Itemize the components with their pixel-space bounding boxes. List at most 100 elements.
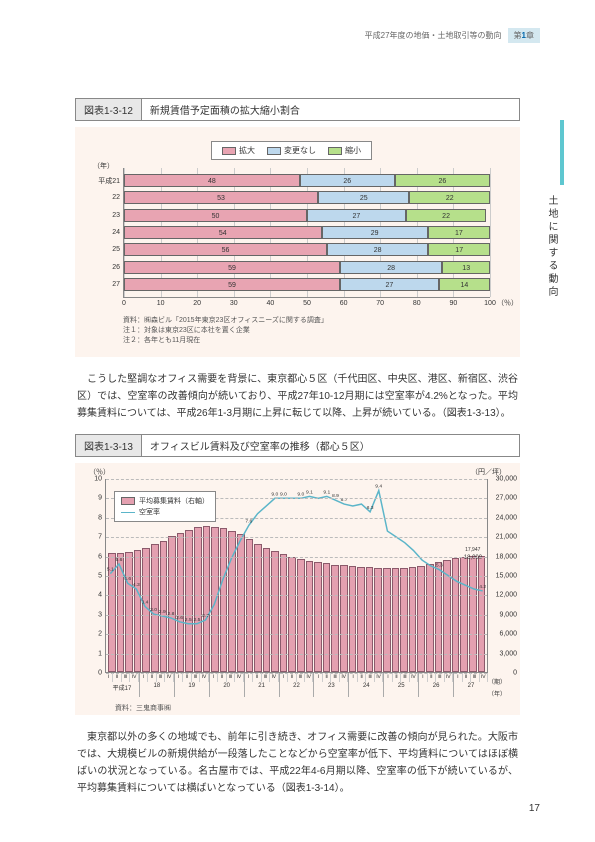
chart1-x-unit: （％） bbox=[497, 298, 518, 308]
chart2-ytick-left: 6 bbox=[88, 553, 102, 560]
chart1-xtick: 10 bbox=[157, 300, 165, 307]
legend-expand: 拡大 bbox=[222, 145, 255, 156]
chart1-segment-same: 27 bbox=[307, 209, 406, 222]
chart1-segment-same: 25 bbox=[318, 191, 410, 204]
chart2-ytick-left: 10 bbox=[88, 476, 102, 483]
chart2-quarter: Ⅳ bbox=[130, 673, 138, 682]
chart1-segment-same: 29 bbox=[322, 226, 428, 239]
chart2-ytick-left: 5 bbox=[88, 573, 102, 580]
side-tab-accent bbox=[560, 120, 564, 185]
chart2-quarter: Ⅳ bbox=[200, 673, 208, 682]
chart2-quarter: Ⅱ bbox=[148, 673, 156, 682]
chart1-segment-expand: 50 bbox=[124, 209, 307, 222]
chart2-ytick-left: 4 bbox=[88, 592, 102, 599]
chart2-year-label: 20 bbox=[210, 682, 244, 689]
chart2-quarter: Ⅱ bbox=[113, 673, 121, 682]
side-tab-label: 土地に関する動向 bbox=[544, 195, 559, 299]
chart2-year-group: ⅠⅡⅢⅣ21 bbox=[245, 673, 280, 697]
chart2-bar bbox=[211, 527, 219, 673]
chart2-ytick-right: 15,000 bbox=[491, 573, 517, 580]
chart2-quarter: Ⅱ bbox=[323, 673, 331, 682]
chart2-bar bbox=[331, 565, 339, 672]
chart2-quarter: Ⅱ bbox=[428, 673, 436, 682]
chart1-ylabel: 22 bbox=[94, 194, 120, 201]
chart2-bar bbox=[306, 561, 314, 672]
chart2-year-group: ⅠⅡⅢⅣ26 bbox=[419, 673, 454, 697]
chart1-ylabel: 23 bbox=[94, 212, 120, 219]
chart2-quarter: Ⅰ bbox=[175, 673, 183, 682]
paragraph-1: こうした堅調なオフィス需要を背景に、東京都心５区（千代田区、中央区、港区、新宿区… bbox=[77, 371, 518, 422]
chart2-quarter: Ⅰ bbox=[280, 673, 288, 682]
chart2-year-label: 24 bbox=[349, 682, 383, 689]
chart2-ytick-right: 0 bbox=[491, 670, 517, 677]
chart2-bar: 22,631 bbox=[203, 526, 211, 672]
chart2-ytick-left: 2 bbox=[88, 631, 102, 638]
chart1-bar-row: 26592813 bbox=[124, 261, 490, 274]
chart1-y-unit: （年） bbox=[93, 161, 114, 171]
chart1-legend: 拡大 変更なし 縮小 bbox=[211, 141, 372, 160]
chart1-segment-same: 27 bbox=[340, 278, 439, 291]
chart1-ylabel: 24 bbox=[94, 229, 120, 236]
chart1-xtick: 60 bbox=[340, 300, 348, 307]
chart1-segment-shrink: 22 bbox=[409, 191, 490, 204]
chart2-ytick-right: 6,000 bbox=[491, 631, 517, 638]
chart2-bar bbox=[237, 534, 245, 672]
chart2-ytick-left: 7 bbox=[88, 534, 102, 541]
chart2-quarter: Ⅰ bbox=[245, 673, 253, 682]
figure1-name: 新規賃借予定面積の拡大縮小割合 bbox=[142, 99, 519, 120]
chart1-segment-same: 28 bbox=[340, 261, 442, 274]
chart2-quarter: Ⅲ bbox=[331, 673, 339, 682]
chart2-year-label: 26 bbox=[419, 682, 453, 689]
chart1-bar-row: 平成21482626 bbox=[124, 174, 490, 187]
main-content: 図表1-3-12 新規賃借予定面積の拡大縮小割合 拡大 変更なし 縮小 （年） … bbox=[75, 98, 520, 809]
chart1-segment-expand: 59 bbox=[124, 278, 340, 291]
chart2-bar bbox=[220, 528, 228, 672]
chart2-bar bbox=[366, 567, 374, 672]
chart1-xtick: 80 bbox=[413, 300, 421, 307]
chart2-plot-area: 平均募集賃料（右軸） 空室率 22,63117,947 5.15.64.64.3… bbox=[105, 479, 488, 673]
chart2-ytick-left: 3 bbox=[88, 611, 102, 618]
chart1-segment-shrink: 26 bbox=[395, 174, 490, 187]
chart2-quarter: Ⅳ bbox=[445, 673, 453, 682]
chart1-segment-shrink: 17 bbox=[428, 243, 490, 256]
legend-line-row: 空室率 bbox=[121, 507, 209, 517]
chart2-year-group: ⅠⅡⅢⅣ27 bbox=[454, 673, 488, 697]
figure2-title-bar: 図表1-3-13 オフィスビル賃料及び空室率の推移（都心５区） bbox=[75, 434, 520, 457]
chart1-xtick: 100 bbox=[484, 300, 496, 307]
chart1-xtick: 90 bbox=[449, 300, 457, 307]
chart2-bar-label: 17,947 bbox=[465, 547, 480, 553]
chart2-quarter: Ⅲ bbox=[227, 673, 235, 682]
chart2-quarter: Ⅳ bbox=[375, 673, 383, 682]
chart2-year-label: 18 bbox=[140, 682, 174, 689]
chart2-bar bbox=[246, 539, 254, 672]
chart2-bar bbox=[177, 533, 185, 672]
chart2-quarter: Ⅲ bbox=[471, 673, 479, 682]
page-breadcrumb: 平成27年度の地価・土地取引等の動向 第1章 bbox=[365, 28, 540, 43]
chart1-bar-row: 25562817 bbox=[124, 243, 490, 256]
chart1-note1: 注１：対象は東京23区に本社を置く企業 bbox=[123, 326, 490, 336]
chart2-quarter: Ⅱ bbox=[288, 673, 296, 682]
chart2-bar bbox=[435, 562, 443, 672]
chart1-xtick: 70 bbox=[376, 300, 384, 307]
chart1-xtick: 0 bbox=[122, 300, 126, 307]
chart2-ytick-right: 9,000 bbox=[491, 611, 517, 618]
chart2-quarter: Ⅲ bbox=[436, 673, 444, 682]
breadcrumb-text: 平成27年度の地価・土地取引等の動向 bbox=[365, 30, 502, 41]
chart2-year-group: ⅠⅡⅢⅣ20 bbox=[210, 673, 245, 697]
chart2-ytick-right: 30,000 bbox=[491, 476, 517, 483]
chart1-plot-area: 0102030405060708090100（％）平成2148262622532… bbox=[123, 168, 490, 298]
chart2-quarter: Ⅲ bbox=[157, 673, 165, 682]
chart2-ytick-right: 21,000 bbox=[491, 534, 517, 541]
chart2-bar bbox=[349, 566, 357, 672]
chart2-year-label: 27 bbox=[454, 682, 488, 689]
chart2-x-unit-bottom: （年） bbox=[488, 689, 506, 698]
chart1-segment-expand: 48 bbox=[124, 174, 300, 187]
chart2-quarter: Ⅰ bbox=[384, 673, 392, 682]
paragraph-2: 東京都以外の多くの地域でも、前年に引き続き、オフィス需要に改善の傾向が見られた。… bbox=[77, 729, 518, 797]
chart2-ytick-right: 18,000 bbox=[491, 553, 517, 560]
chart2-ytick-left: 8 bbox=[88, 514, 102, 521]
chart2-quarter: Ⅰ bbox=[140, 673, 148, 682]
chart2-quarter: Ⅳ bbox=[235, 673, 243, 682]
chart2-quarter: Ⅰ bbox=[314, 673, 322, 682]
chart2-bar bbox=[194, 527, 202, 672]
